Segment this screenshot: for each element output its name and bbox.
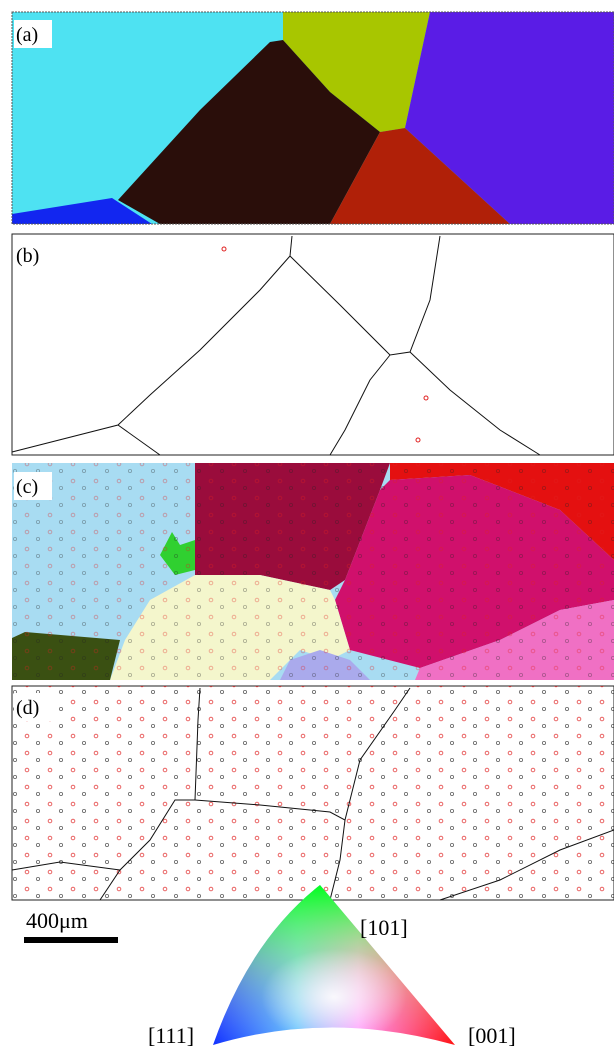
panel-label: (b) <box>16 245 39 267</box>
panel-label: (c) <box>16 476 38 498</box>
noise <box>12 463 614 680</box>
page: (a) (b) (c) (d) <box>0 0 614 1050</box>
ipf-legend: [101] [111] [001] <box>148 885 516 1048</box>
legend-label: [101] <box>360 915 408 940</box>
panel-c: (c) <box>12 463 614 680</box>
panel-label: (a) <box>16 24 38 46</box>
scale-bar <box>24 937 118 943</box>
color-key-overlay <box>213 885 455 1045</box>
panel-d: (d) <box>12 686 614 900</box>
panel-b: (b) <box>12 234 614 455</box>
frame <box>12 234 614 455</box>
panel-a: (a) <box>12 12 614 224</box>
panel-label: (d) <box>16 697 39 719</box>
legend-label: [001] <box>468 1023 516 1048</box>
legend-label: [111] <box>148 1023 194 1048</box>
figure: (a) (b) (c) (d) <box>0 0 614 1050</box>
scale-bar-label: 400μm <box>26 908 88 933</box>
